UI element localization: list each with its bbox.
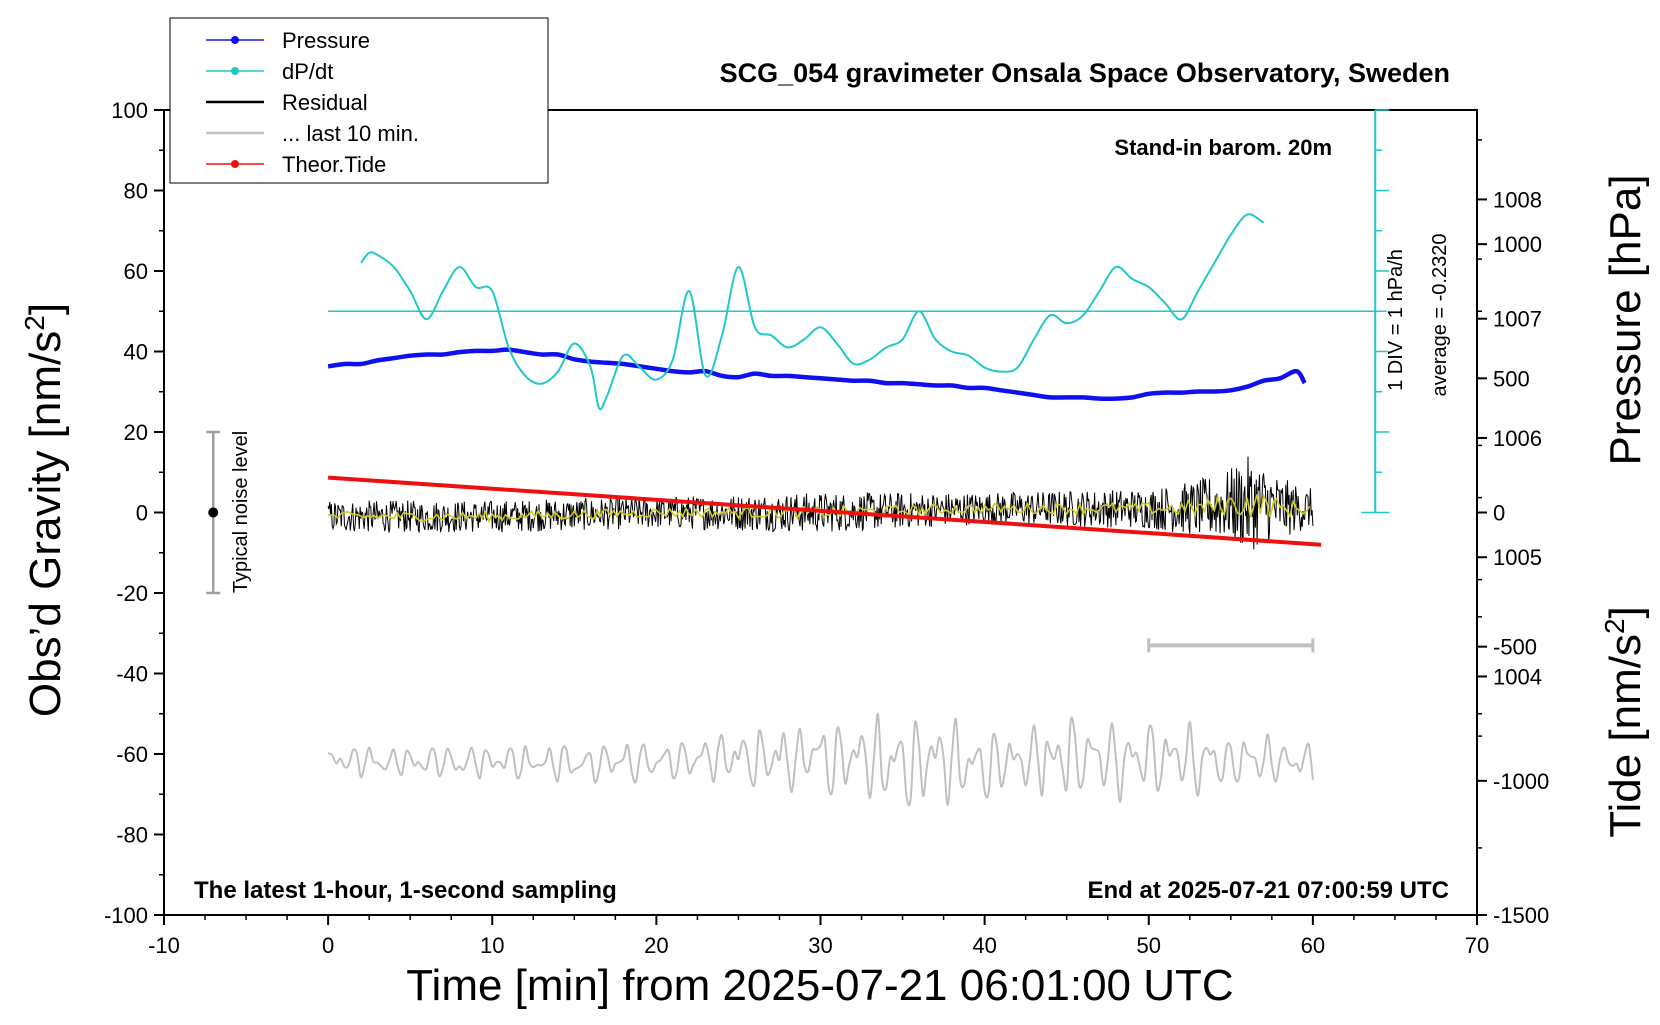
legend-marker xyxy=(231,36,239,44)
legend: Pressure dP/dt Residual ... last 10 min. The… xyxy=(169,17,549,184)
y-pressure-tick-label: 1008 xyxy=(1493,187,1542,212)
y-tide-tick-label: 0 xyxy=(1493,501,1505,526)
x-tick-label: 20 xyxy=(644,933,668,958)
y-left-tick-label: 0 xyxy=(136,501,148,526)
y-pressure-tick-label: 1007 xyxy=(1493,307,1542,332)
y-pressure-tick-label: 1006 xyxy=(1493,426,1542,451)
legend-marker xyxy=(231,160,239,168)
dpdt-scale-ruler xyxy=(328,109,1390,514)
y-tide-tick-label: -1500 xyxy=(1493,903,1549,928)
y-left-tick-label: 40 xyxy=(124,340,148,365)
x-axis: -10 0 10 20 30 40 50 60 70 xyxy=(148,915,1489,958)
series-last-10-min xyxy=(327,713,1314,807)
noise-bar-center-dot xyxy=(208,507,219,518)
subtitle-left: The latest 1-hour, 1-second sampling xyxy=(194,877,617,904)
y-axis-pressure: 1008 1007 1006 1005 1004 xyxy=(1477,139,1542,737)
series-layer xyxy=(327,213,1322,807)
legend-label: Pressure xyxy=(282,28,370,53)
x-axis-title: Time [min] from 2025-07-21 06:01:00 UTC xyxy=(406,961,1233,1010)
x-tick-label: 40 xyxy=(972,933,996,958)
legend-label: Residual xyxy=(282,90,368,115)
y-left-tick-label: 80 xyxy=(124,179,148,204)
x-tick-label: 50 xyxy=(1137,933,1161,958)
series-dpdt xyxy=(360,213,1265,411)
legend-box xyxy=(169,17,549,184)
y-axis-left-title: Obs’d Gravity [nm/s2] xyxy=(19,303,70,717)
y-tide-tick-label: -1000 xyxy=(1493,769,1549,794)
stand-in-note: Stand-in barom. 20m xyxy=(1114,135,1332,160)
y-left-tick-label: -80 xyxy=(116,823,148,848)
noise-level-label: Typical noise level xyxy=(230,431,252,593)
dpdt-average-label: average = -0.2320 xyxy=(1429,234,1451,397)
series-residual xyxy=(327,456,1314,550)
x-tick-label: 10 xyxy=(480,933,504,958)
y-left-tick-label: 20 xyxy=(124,420,148,445)
dpdt-scale-label: 1 DIV = 1 hPa/h xyxy=(1385,249,1407,391)
x-tick-label: 30 xyxy=(808,933,832,958)
y-axis-pressure-title: Pressure [hPa] xyxy=(1601,174,1650,465)
legend-label: ... last 10 min. xyxy=(282,121,419,146)
x-tick-label: 60 xyxy=(1301,933,1325,958)
y-left-tick-label: 100 xyxy=(111,98,148,123)
y-axis-left: 100 80 60 40 20 0 -20 -40 -60 -80 -100 xyxy=(104,98,164,928)
series-theoretical-tide xyxy=(327,475,1322,547)
series-pressure xyxy=(327,347,1307,401)
x-tick-label: 70 xyxy=(1465,933,1489,958)
subtitle-right: End at 2025-07-21 07:00:59 UTC xyxy=(1088,877,1450,904)
legend-label: dP/dt xyxy=(282,59,333,84)
y-axis-tide-title-sup: 2 xyxy=(1599,618,1630,634)
legend-marker xyxy=(231,67,239,75)
y-tide-tick-label: -500 xyxy=(1493,635,1537,660)
y-tide-tick-label: 1000 xyxy=(1493,232,1542,257)
y-axis-tide-title: Tide [nm/s2] xyxy=(1599,606,1650,838)
legend-label: Theor.Tide xyxy=(282,152,386,177)
y-left-tick-label: 60 xyxy=(124,259,148,284)
y-left-tick-label: -60 xyxy=(116,742,148,767)
y-left-tick-label: -40 xyxy=(116,662,148,687)
y-left-tick-label: -100 xyxy=(104,903,148,928)
y-axis-tide: 1000 500 0 -500 -1000 -1500 xyxy=(1477,232,1549,928)
chart-title: SCG_054 gravimeter Onsala Space Observat… xyxy=(720,58,1450,88)
y-tide-tick-label: 500 xyxy=(1493,366,1530,391)
noise-level-marker xyxy=(206,430,221,595)
y-left-tick-label: -20 xyxy=(116,581,148,606)
y-pressure-tick-label: 1004 xyxy=(1493,664,1542,689)
x-tick-label: -10 xyxy=(148,933,180,958)
y-pressure-tick-label: 1005 xyxy=(1493,545,1542,570)
x-tick-label: 0 xyxy=(322,933,334,958)
y-axis-left-title-sup: 2 xyxy=(19,315,50,331)
